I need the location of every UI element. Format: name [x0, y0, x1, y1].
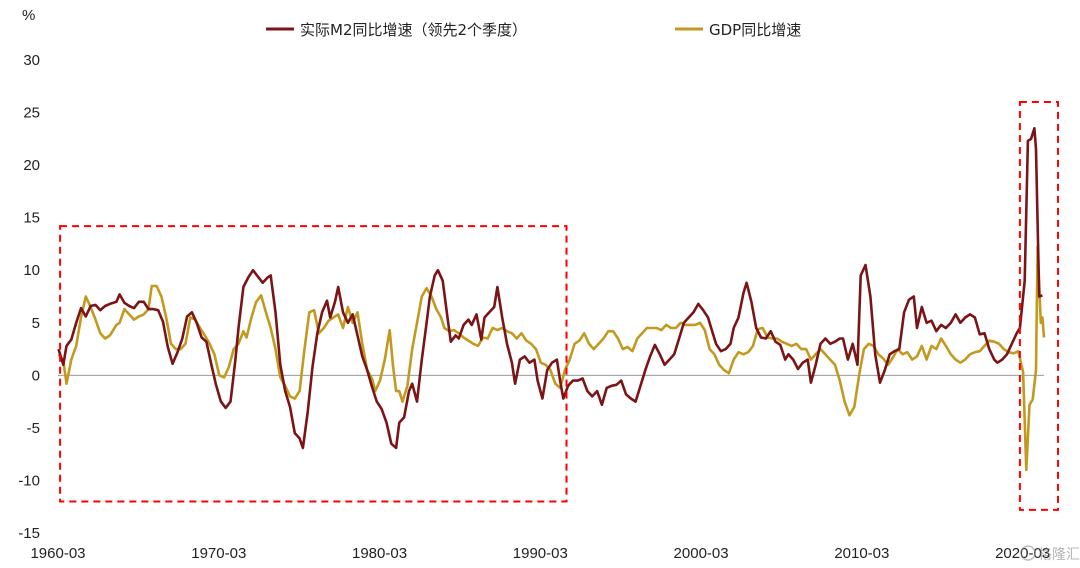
- highlight-box-2: [1018, 101, 1060, 511]
- series-line-gdp: [57, 245, 1046, 472]
- legend-label-gdp: GDP同比增速: [709, 21, 801, 39]
- x-tick-label: 2020-03: [995, 545, 1050, 562]
- watermark-text: 格隆汇: [1038, 547, 1080, 563]
- x-tick-label: 1960-03: [30, 545, 85, 562]
- y-tick-label: -5: [27, 420, 40, 437]
- y-tick-label: -15: [18, 525, 40, 542]
- y-tick-label: 25: [23, 105, 40, 122]
- x-axis: 1960-03 1970-03 1980-03 1990-03 2000-03 2010-…: [30, 545, 1050, 562]
- watermark-logo-icon: [1020, 545, 1036, 561]
- y-tick-label: 0: [32, 367, 40, 384]
- y-tick-label: 5: [32, 315, 40, 332]
- y-tick-label: 10: [23, 262, 40, 279]
- highlight-layer: [59, 101, 1060, 511]
- x-tick-label: 2010-03: [834, 545, 889, 562]
- x-tick-label: 1990-03: [513, 545, 568, 562]
- series-layer: [57, 127, 1046, 472]
- y-tick-label: 20: [23, 157, 40, 174]
- legend-label-m2: 实际M2同比增速（领先2个季度）: [300, 21, 527, 39]
- y-tick-label: -10: [18, 472, 40, 489]
- y-unit-label: %: [22, 7, 35, 24]
- legend: 实际M2同比增速（领先2个季度） GDP同比增速: [266, 21, 801, 39]
- series-line-m2: [57, 127, 1043, 450]
- x-tick-label: 2000-03: [674, 545, 729, 562]
- y-axis: 30 25 20 15 10 5 0 -5 -10 -15: [18, 52, 40, 542]
- x-tick-label: 1970-03: [191, 545, 246, 562]
- y-tick-label: 30: [23, 52, 40, 69]
- watermark: 格隆汇: [1020, 545, 1080, 563]
- highlight-box-1: [59, 225, 568, 503]
- x-tick-label: 1980-03: [352, 545, 407, 562]
- y-tick-label: 15: [23, 210, 40, 227]
